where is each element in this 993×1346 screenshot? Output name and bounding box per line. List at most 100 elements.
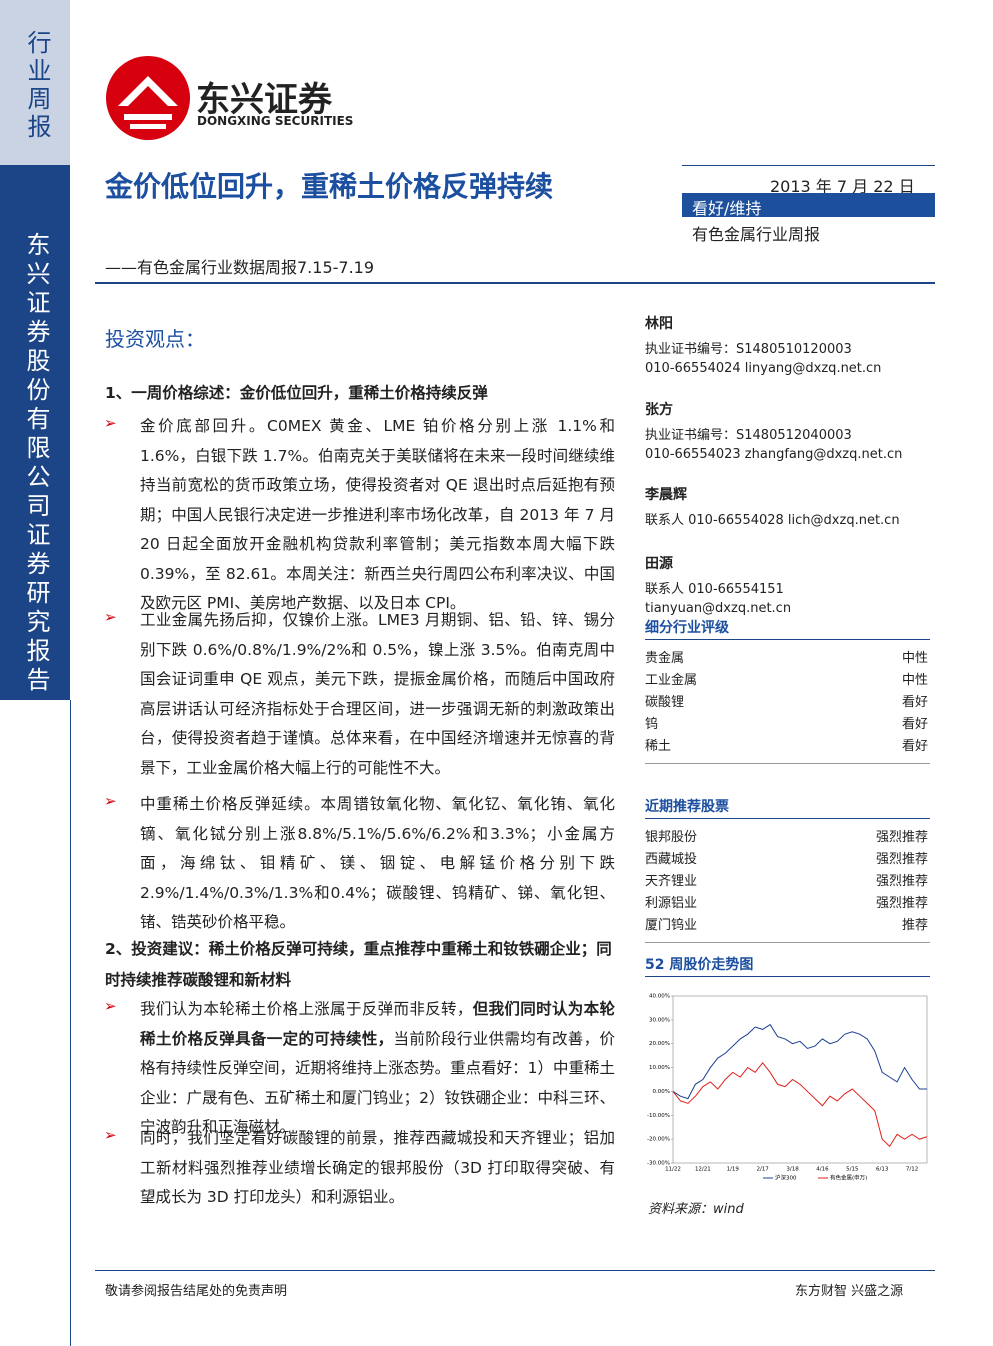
row-label: 利源铝业 xyxy=(645,896,698,911)
y-tick-label: -10.00% xyxy=(647,1113,670,1119)
chart-rule xyxy=(645,976,930,977)
row-label: 天齐锂业 xyxy=(645,874,698,889)
x-tick-label: 1/19 xyxy=(727,1167,740,1173)
text-run: 中重稀土价格反弹延续。本周镨钕氧化物、氧化钇、氧化铕、氧化镝、氧化铽分别上涨8.… xyxy=(140,795,615,931)
bullet-text: 中重稀土价格反弹延续。本周镨钕氧化物、氧化钇、氧化铕、氧化镝、氧化铽分别上涨8.… xyxy=(140,790,615,938)
x-tick-label: 6/13 xyxy=(876,1167,889,1173)
y-tick-label: 40.00% xyxy=(649,994,670,1000)
row-label: 碳酸锂 xyxy=(645,695,685,710)
row-value: 中性 xyxy=(901,673,928,688)
row-label: 银邦股份 xyxy=(645,830,698,845)
chart-source: 资料来源：wind xyxy=(648,1202,744,1217)
footer-right: 东方财智 兴盛之源 xyxy=(795,1284,904,1299)
text-run: 但我们同时认为本轮稀土价格反弹具备一定的可持续性， xyxy=(140,1000,615,1048)
x-tick-label: 7/12 xyxy=(906,1167,918,1173)
y-tick-label: 0.00% xyxy=(653,1089,670,1095)
report-type: 有色金属行业周报 xyxy=(692,225,821,244)
rating: 看好/维持 xyxy=(692,199,762,218)
x-tick-label: 4/16 xyxy=(816,1167,829,1173)
analyst-line: tianyuan@dxzq.net.cn xyxy=(645,601,792,616)
row-value: 中性 xyxy=(901,651,928,666)
series-line xyxy=(672,1023,927,1100)
analyst-name: 张方 xyxy=(645,402,673,418)
sidebar-top-text: 行业周报 xyxy=(23,30,51,142)
rating-bar xyxy=(682,193,935,217)
analyst-line: 010-66554024 linyang@dxzq.net.cn xyxy=(645,361,882,376)
bullet-text: 我们认为本轮稀土价格上涨属于反弹而非反转，但我们同时认为本轮稀土价格反弹具备一定… xyxy=(140,995,615,1143)
analyst-line: 执业证书编号：S1480512040003 xyxy=(645,428,852,443)
x-tick-label: 2/17 xyxy=(756,1167,769,1173)
section-title: 投资观点： xyxy=(105,327,205,351)
table-rule xyxy=(645,639,930,640)
bullet-text: 金价底部回升。C0MEX 黄金、LME 铂价格分别上涨 1.1%和 1.6%，白… xyxy=(140,412,615,619)
y-tick-label: 10.00% xyxy=(649,1065,670,1071)
section-heading: 1、一周价格综述：金价低位回升，重稀土价格持续反弹 xyxy=(105,384,488,402)
chart-title: 52 周股价走势图 xyxy=(645,957,754,973)
x-tick-label: 3/18 xyxy=(786,1167,799,1173)
row-value: 强烈推荐 xyxy=(875,896,928,911)
table-rule xyxy=(645,818,930,819)
row-value: 强烈推荐 xyxy=(875,852,928,867)
logo-name: 东兴证券 xyxy=(196,80,332,120)
date: 2013 年 7 月 22 日 xyxy=(770,177,915,196)
table-title: 近期推荐股票 xyxy=(645,799,729,815)
bullet-marker: ➢ xyxy=(104,608,117,626)
row-label: 稀土 xyxy=(645,739,672,754)
analyst-line: 执业证书编号：S1480510120003 xyxy=(645,342,852,357)
table-rule xyxy=(645,763,930,764)
sidebar-main-text: 东兴证券股份有限公司证券研究报告 xyxy=(22,232,50,696)
y-tick-label: 30.00% xyxy=(649,1017,670,1023)
row-value: 强烈推荐 xyxy=(875,830,928,845)
series-line xyxy=(672,1061,928,1148)
row-value: 推荐 xyxy=(901,918,928,933)
x-tick-label: 11/22 xyxy=(665,1167,681,1173)
subtitle: ——有色金属行业数据周报7.15-7.19 xyxy=(105,258,375,277)
sidebar-line xyxy=(70,700,71,1346)
section-heading: 2、投资建议：稀土价格反弹可持续，重点推荐中重稀土和钕铁硼企业；同时持续推荐碳酸… xyxy=(105,940,612,989)
row-value: 看好 xyxy=(901,695,928,710)
plot-frame xyxy=(672,995,928,1164)
analyst-name: 李晨辉 xyxy=(645,487,687,503)
text-run: 工业金属先扬后抑，仅镍价上涨。LME3 月期铜、铝、铅、锌、锡分别下跌 0.6%… xyxy=(140,611,615,777)
legend-label: 有色金属(申万) xyxy=(830,1174,867,1182)
analyst-name: 田源 xyxy=(645,556,673,572)
logo-mark xyxy=(106,56,190,140)
sidebar-main xyxy=(0,165,70,700)
sidebar-top xyxy=(0,0,70,165)
divider xyxy=(95,282,935,284)
logo-english: DONGXING SECURITIES xyxy=(197,114,354,128)
analyst-line: 联系人 010-66554151 xyxy=(645,582,784,597)
row-label: 工业金属 xyxy=(645,673,698,688)
title: 金价低位回升，重稀土价格反弹持续 xyxy=(105,170,554,203)
row-value: 看好 xyxy=(901,717,928,732)
bullet-marker: ➢ xyxy=(104,1126,117,1144)
bullet-marker: ➢ xyxy=(104,997,117,1015)
text-run: 同时，我们坚定看好碳酸锂的前景，推荐西藏城投和天齐锂业；铝加工新材料强烈推荐业绩… xyxy=(140,1129,615,1206)
bullet-marker: ➢ xyxy=(104,792,117,810)
analyst-line: 010-66554023 zhangfang@dxzq.net.cn xyxy=(645,447,903,462)
bullet-marker: ➢ xyxy=(104,414,117,432)
x-tick-label: 12/21 xyxy=(695,1167,711,1173)
row-value: 看好 xyxy=(901,739,928,754)
y-tick-label: 20.00% xyxy=(649,1041,670,1047)
chart: 40.00% 30.00% 20.00% 10.00% 0.00% -10.00% -20.… xyxy=(647,994,928,1182)
bullet-text: 工业金属先扬后抑，仅镍价上涨。LME3 月期铜、铝、铅、锌、锡分别下跌 0.6%… xyxy=(140,606,615,783)
row-label: 西藏城投 xyxy=(645,852,698,867)
x-tick-label: 5/15 xyxy=(846,1167,859,1173)
text-run: 金价底部回升。C0MEX 黄金、LME 铂价格分别上涨 1.1%和 1.6%，白… xyxy=(140,417,615,612)
table-title: 细分行业评级 xyxy=(645,620,729,636)
footer-rule xyxy=(95,1270,935,1271)
analyst-line: 联系人 010-66554028 lich@dxzq.net.cn xyxy=(645,513,900,528)
row-label: 贵金属 xyxy=(645,651,685,666)
row-value: 强烈推荐 xyxy=(875,874,928,889)
row-label: 钨 xyxy=(645,717,659,732)
y-tick-label: -20.00% xyxy=(647,1137,670,1143)
y-tick-label: -30.00% xyxy=(647,1161,670,1167)
text-run: 我们认为本轮稀土价格上涨属于反弹而非反转， xyxy=(140,1000,473,1018)
row-label: 厦门钨业 xyxy=(645,918,698,933)
legend-label: 沪深300 xyxy=(775,1174,797,1182)
analyst-name: 林阳 xyxy=(645,316,673,332)
footer-left: 敬请参阅报告结尾处的免责声明 xyxy=(105,1284,288,1299)
text-run: 当前阶段行业供需均有改善，价格有持续性反弹空间，近期将维持上涨态势。重点看好：1… xyxy=(140,1029,615,1137)
